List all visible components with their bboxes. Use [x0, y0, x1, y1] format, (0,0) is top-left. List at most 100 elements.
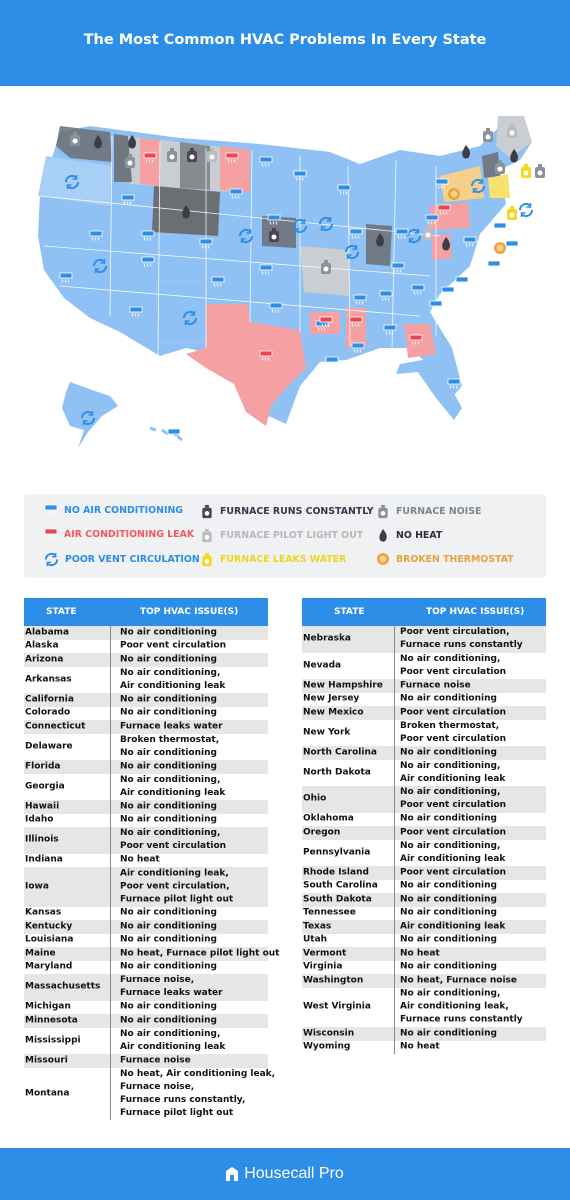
state-name: Arkansas: [25, 674, 72, 685]
state-name: Illinois: [25, 834, 59, 845]
table-row: Montana No heat, Air conditioning leak, F…: [24, 1068, 275, 1121]
table-row: Kansas No air conditioning: [24, 907, 268, 921]
left-state-table: STATE TOP HVAC ISSUE(S) Alabama No air co…: [24, 598, 279, 1121]
state-name: Virginia: [303, 961, 343, 972]
state-name: South Carolina: [303, 880, 378, 891]
hvac-issue: No air conditioning, Air conditioning le…: [400, 988, 523, 1025]
footer-banner: Housecall Pro: [0, 1148, 570, 1200]
state-name: Kentucky: [25, 921, 73, 932]
hvac-issue: No air conditioning: [120, 921, 217, 932]
state-name: Texas: [303, 921, 332, 932]
hvac-issue: No air conditioning, Poor vent circulati…: [400, 653, 507, 677]
state-name: North Carolina: [303, 747, 377, 758]
table-row: Oklahoma No air conditioning: [302, 813, 546, 827]
state-name: Tennessee: [303, 907, 356, 918]
state-name: Indiana: [25, 854, 63, 865]
house-logo-icon: [226, 1167, 239, 1181]
state-name: New Jersey: [303, 693, 360, 704]
furnace-running-icon: [202, 504, 212, 519]
state-name: Oregon: [303, 827, 341, 838]
hvac-issue: No air conditioning: [120, 627, 217, 638]
table-row: New Mexico Poor vent circulation: [302, 706, 546, 720]
hvac-issue: No air conditioning: [120, 961, 217, 972]
hvac-issue: Broken thermostat, Poor vent circulation: [400, 720, 507, 744]
state-name: New York: [303, 727, 351, 738]
brand-name: Housecall Pro: [244, 1165, 344, 1182]
state-column-header: STATE: [334, 607, 365, 617]
hvac-issue: No air conditioning: [120, 761, 217, 772]
water-leak-icon: [202, 552, 212, 567]
hvac-issue: No air conditioning: [120, 1001, 217, 1012]
table-row: Michigan No air conditioning: [24, 1001, 268, 1015]
legend-item-thermostat: BROKEN THERMOSTAT: [376, 552, 514, 566]
table-row: Iowa Air conditioning leak, Poor vent cir…: [24, 867, 268, 907]
state-name: Arizona: [25, 654, 64, 665]
table-row: Virginia No air conditioning: [302, 961, 546, 975]
table-row: Wyoming No heat: [302, 1041, 546, 1055]
hvac-issue: Furnace noise: [120, 1055, 191, 1066]
hvac-issue: No heat: [400, 1041, 440, 1052]
table-row: North Carolina No air conditioning: [302, 746, 546, 760]
hvac-issue: No air conditioning: [120, 1015, 217, 1026]
table-row: Hawaii No air conditioning: [24, 800, 268, 814]
brand-logo: Housecall Pro: [226, 1165, 344, 1183]
state-name: Maryland: [25, 961, 73, 972]
hvac-issue: No heat, Furnace pilot light out: [120, 948, 280, 959]
table-row: Nebraska Poor vent circulation, Furnace r…: [302, 626, 546, 653]
ac-leak-icon: [44, 528, 58, 539]
state-name: Alaska: [25, 640, 59, 651]
legend-item-water: FURNACE LEAKS WATER: [200, 552, 346, 567]
hvac-issue: Poor vent circulation: [400, 867, 507, 878]
hvac-issue: No air conditioning: [120, 654, 217, 665]
hvac-issue: No heat, Furnace noise: [400, 975, 518, 986]
state-name: Massachusetts: [25, 981, 101, 992]
table-row: Ohio No air conditioning, Poor vent circu…: [302, 786, 546, 813]
legend: NO AIR CONDITIONING FURNACE RUNS CONSTAN…: [24, 494, 546, 578]
table-row: Minnesota No air conditioning: [24, 1014, 268, 1028]
state-name: Rhode Island: [303, 867, 369, 878]
hvac-issue: No air conditioning: [120, 694, 217, 705]
hvac-issue: No air conditioning: [400, 934, 497, 945]
state-name: Florida: [25, 761, 61, 772]
issue-column-header: TOP HVAC ISSUE(S): [426, 607, 525, 617]
legend-item-pilot-light: FURNACE PILOT LIGHT OUT: [200, 528, 363, 543]
hvac-issue: No air conditioning: [120, 907, 217, 918]
hvac-issue: No heat, Air conditioning leak, Furnace …: [120, 1068, 276, 1118]
hvac-issue: Poor vent circulation: [400, 827, 507, 838]
furnace-noise-icon: [378, 504, 388, 519]
hvac-issue: No air conditioning, Air conditioning le…: [400, 760, 506, 784]
table-row: Florida No air conditioning: [24, 760, 268, 774]
state-name: Kansas: [25, 907, 62, 918]
hvac-issue: Air conditioning leak, Poor vent circula…: [120, 868, 234, 905]
table-row: Alaska Poor vent circulation: [24, 640, 268, 654]
hvac-issue: Broken thermostat, No air conditioning: [120, 734, 220, 758]
hvac-issue: Poor vent circulation: [120, 640, 227, 651]
state-name: California: [25, 694, 74, 705]
hvac-issue: Air conditioning leak: [400, 921, 506, 932]
state-name: Connecticut: [25, 721, 86, 732]
state-name: Louisiana: [25, 934, 74, 945]
state-name: Missouri: [25, 1055, 68, 1066]
state-name: Hawaii: [25, 801, 60, 812]
hvac-issue: No air conditioning: [400, 961, 497, 972]
us-map: [38, 116, 545, 448]
table-row: Idaho No air conditioning: [24, 814, 268, 828]
hvac-issue: No heat: [120, 854, 160, 865]
state-name: Michigan: [25, 1001, 71, 1012]
table-row: West Virginia No air conditioning, Air co…: [302, 988, 546, 1028]
hvac-issue: No air conditioning, Air conditioning le…: [120, 774, 226, 798]
state-name: Nebraska: [303, 633, 352, 644]
table-row: Massachusetts Furnace noise, Furnace leak…: [24, 974, 268, 1001]
state-name: Alabama: [25, 627, 70, 638]
ac-unit-icon: [44, 504, 58, 515]
hvac-issue: No air conditioning: [400, 813, 497, 824]
state-name: Ohio: [303, 793, 327, 804]
hvac-issue: Furnace noise: [400, 680, 471, 691]
table-row: Arkansas No air conditioning, Air conditi…: [24, 667, 268, 694]
table-row: Alabama No air conditioning: [24, 626, 268, 640]
state-name: New Mexico: [303, 707, 364, 718]
table-row: Louisiana No air conditioning: [24, 934, 268, 948]
thermostat-icon: [377, 553, 389, 565]
legend-item-no-ac: NO AIR CONDITIONING: [44, 504, 183, 517]
state-name: Utah: [303, 934, 328, 945]
